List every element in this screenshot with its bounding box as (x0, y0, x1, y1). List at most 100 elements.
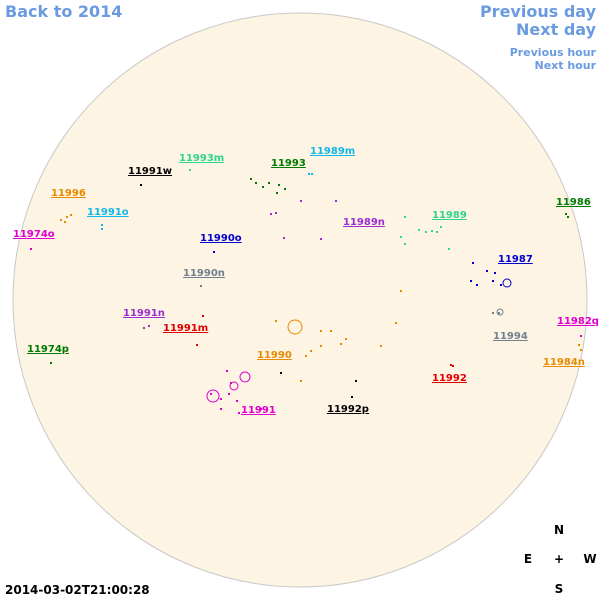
sunspot (400, 290, 402, 292)
sunspot (66, 216, 68, 218)
sunspot (578, 344, 580, 346)
compass-east: E (524, 552, 532, 566)
region-label[interactable]: 11974o (13, 229, 55, 240)
sunspot (220, 408, 222, 410)
sunspot (380, 345, 382, 347)
region-label[interactable]: 11994 (493, 331, 528, 342)
region-label[interactable]: 11991 (241, 405, 276, 416)
sunspot (436, 231, 438, 233)
spot-outline (239, 371, 251, 383)
timestamp: 2014-03-02T21:00:28 (5, 583, 150, 597)
sunspot (400, 236, 402, 238)
sunspot (330, 330, 332, 332)
region-label[interactable]: 11991o (87, 207, 129, 218)
sunspot (425, 231, 427, 233)
sunspot (255, 182, 257, 184)
sunspot (50, 362, 52, 364)
sunspot (404, 243, 406, 245)
region-label[interactable]: 11989 (432, 210, 467, 221)
region-label[interactable]: 11992p (327, 404, 369, 415)
sunspot (268, 182, 270, 184)
region-label[interactable]: 11986 (556, 197, 591, 208)
sunspot (320, 345, 322, 347)
sunspot (486, 270, 488, 272)
sunspot (308, 173, 310, 175)
sunspot (340, 343, 342, 345)
region-label[interactable]: 11996 (51, 188, 86, 199)
region-label[interactable]: 11990o (200, 233, 242, 244)
sunspot (276, 192, 278, 194)
region-label[interactable]: 11993m (179, 153, 224, 164)
spot-outline (496, 308, 504, 316)
compass-north: N (554, 523, 564, 537)
sunspot (228, 393, 230, 395)
region-label[interactable]: 11993 (271, 158, 306, 169)
sunspot (64, 221, 66, 223)
sunspot (140, 184, 142, 186)
compass-west: W (583, 552, 596, 566)
sunspot (196, 344, 198, 346)
sunspot (305, 355, 307, 357)
sunspot (355, 380, 357, 382)
previous-hour-link[interactable]: Previous hour (510, 46, 597, 59)
sunspot (320, 330, 322, 332)
sunspot (450, 364, 452, 366)
region-label[interactable]: 11990 (257, 350, 292, 361)
region-label[interactable]: 11990n (183, 268, 225, 279)
sunspot (395, 322, 397, 324)
sunspot (275, 212, 277, 214)
sunspot (213, 251, 215, 253)
sunspot (470, 280, 472, 282)
sunspot (284, 188, 286, 190)
sunspot (148, 325, 150, 327)
sunspot (448, 248, 450, 250)
sunspot (101, 228, 103, 230)
sunspot (143, 327, 145, 329)
next-day-link[interactable]: Next day (516, 20, 597, 39)
sunspot (335, 200, 337, 202)
sunspot (250, 178, 252, 180)
sunspot (70, 214, 72, 216)
sunspot (260, 408, 262, 410)
region-label[interactable]: 11991n (123, 308, 165, 319)
region-label[interactable]: 11989n (343, 217, 385, 228)
sunspot (60, 219, 62, 221)
spot-outline (206, 389, 220, 403)
sunspot (236, 400, 238, 402)
compass-south: S (555, 582, 564, 596)
region-label[interactable]: 11992 (432, 373, 467, 384)
next-hour-link[interactable]: Next hour (535, 59, 597, 72)
sunspot (565, 213, 567, 215)
spot-outline (502, 278, 512, 288)
sunspot (500, 284, 502, 286)
sunspot (280, 372, 282, 374)
sunspot (226, 370, 228, 372)
sunspot (320, 238, 322, 240)
sunspot (404, 216, 406, 218)
region-label[interactable]: 11991w (128, 166, 172, 177)
sunspot (418, 229, 420, 231)
region-label[interactable]: 11974p (27, 344, 69, 355)
sunspot (345, 338, 347, 340)
region-label[interactable]: 11984n (543, 357, 585, 368)
sunspot (283, 237, 285, 239)
previous-day-link[interactable]: Previous day (480, 2, 597, 21)
sunspot (220, 398, 222, 400)
sunspot (492, 312, 494, 314)
region-label[interactable]: 11991m (163, 323, 208, 334)
sunspot (300, 380, 302, 382)
region-label[interactable]: 11982q (557, 316, 599, 327)
sunspot (498, 312, 500, 314)
region-label[interactable]: 11987 (498, 254, 533, 265)
sunspot (202, 315, 204, 317)
sunspot (210, 393, 212, 395)
sunspot (200, 285, 202, 287)
region-label[interactable]: 11989m (310, 146, 355, 157)
sunspot (278, 184, 280, 186)
back-link[interactable]: Back to 2014 (5, 2, 122, 21)
sunspot (270, 213, 272, 215)
sunspot (492, 280, 494, 282)
sunspot (351, 396, 353, 398)
sunspot (311, 173, 313, 175)
